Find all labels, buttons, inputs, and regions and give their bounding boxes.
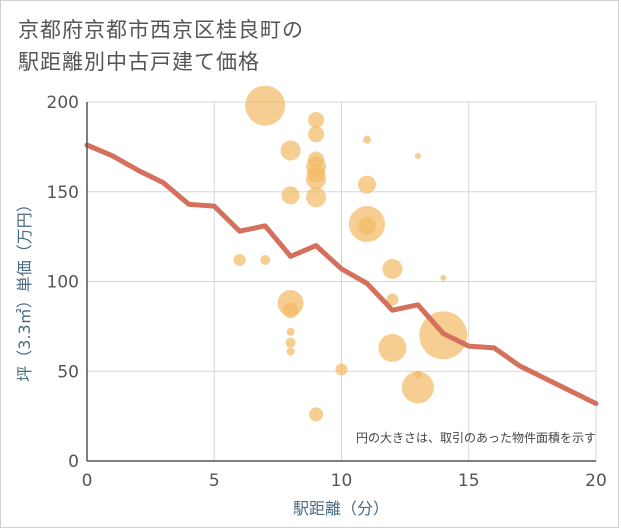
data-bubble	[233, 253, 246, 266]
data-bubble	[245, 85, 286, 126]
chart-title-line2: 駅距離別中古戸建て価格	[18, 50, 260, 74]
data-bubble	[357, 175, 376, 194]
chart-title-line1: 京都府京都市西京区桂良町の	[18, 18, 304, 42]
line-layer	[84, 142, 599, 407]
grid	[86, 101, 597, 462]
y-tick-label: 50	[57, 362, 79, 382]
data-bubble	[282, 302, 299, 319]
x-tick-label: 5	[209, 471, 220, 491]
data-bubble	[308, 111, 325, 128]
data-bubble	[401, 371, 434, 404]
x-tick-label: 0	[82, 471, 93, 491]
x-tick-label: 10	[331, 471, 353, 491]
data-bubble	[308, 126, 325, 143]
data-bubble	[362, 135, 371, 144]
data-bubble	[281, 186, 300, 205]
x-axis-label: 駅距離（分）	[293, 499, 389, 518]
data-bubble	[386, 293, 399, 306]
y-axis-label: 坪（3.3㎡）単価（万円）	[15, 196, 34, 381]
x-tick-label: 15	[458, 471, 480, 491]
data-bubble	[309, 407, 324, 422]
data-bubble	[306, 187, 327, 208]
data-bubble	[357, 216, 376, 235]
data-bubble	[382, 258, 403, 279]
average-price-line	[84, 142, 599, 407]
bubble-size-note: 円の大きさは、取引のあった物件面積を示す	[356, 430, 596, 445]
data-bubble	[260, 254, 271, 265]
data-bubble	[335, 363, 348, 376]
data-bubble	[306, 169, 327, 190]
x-tick-label: 20	[585, 471, 607, 491]
y-tick-label: 100	[47, 273, 79, 293]
y-tick-label: 0	[68, 452, 79, 472]
data-bubble	[285, 337, 296, 348]
data-bubble	[414, 152, 421, 159]
data-bubble	[440, 274, 447, 281]
data-bubble	[378, 333, 407, 362]
y-tick-label: 200	[47, 93, 79, 113]
chart-title: 京都府京都市西京区桂良町の 駅距離別中古戸建て価格	[18, 14, 304, 78]
y-tick-label: 150	[47, 183, 79, 203]
data-bubble	[280, 140, 301, 161]
data-bubble	[286, 347, 295, 356]
data-bubble	[286, 327, 295, 336]
bubble-layer	[233, 85, 468, 422]
